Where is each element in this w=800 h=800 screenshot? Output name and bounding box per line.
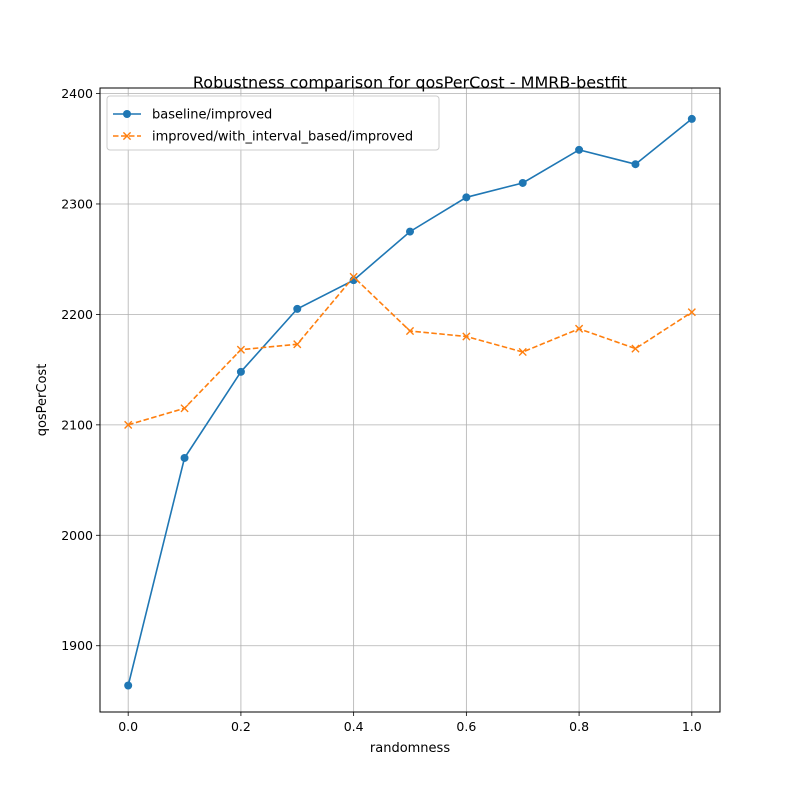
- x-tick-label: 0.4: [344, 719, 364, 734]
- x-axis-label: randomness: [370, 741, 450, 756]
- data-point: [180, 404, 189, 413]
- data-point: [518, 178, 527, 187]
- data-point: [687, 114, 696, 123]
- y-tick-label: 2000: [61, 528, 93, 543]
- data-point: [574, 324, 584, 333]
- chart-title: Robustness comparison for qosPerCost - M…: [193, 73, 627, 92]
- data-point: [180, 453, 189, 462]
- y-tick-label: 1900: [61, 638, 93, 653]
- axis-ticks: 0.0 0.2 0.4 0.6 0.8 1.0 1900 2000 2100 2200 2300 24…: [61, 86, 702, 734]
- x-tick-label: 0.0: [118, 719, 138, 734]
- x-tick-label: 0.8: [569, 719, 589, 734]
- y-tick-label: 2100: [61, 417, 93, 432]
- data-point: [631, 160, 640, 169]
- data-point: [462, 332, 471, 341]
- data-point: [236, 345, 246, 354]
- grid-lines: [100, 88, 720, 712]
- series-2: [124, 272, 696, 429]
- data-point: [575, 145, 584, 154]
- legend-label: baseline/improved: [152, 108, 272, 123]
- data-point: [518, 347, 527, 357]
- data-point: [124, 420, 133, 429]
- data-point: [405, 326, 415, 336]
- x-tick-label: 1.0: [682, 719, 702, 734]
- data-point: [631, 344, 640, 353]
- legend-marker: [122, 131, 132, 141]
- y-tick-label: 2300: [61, 196, 93, 211]
- legend-marker: [123, 110, 131, 118]
- x-tick-label: 0.2: [231, 719, 251, 734]
- series-1: [124, 114, 696, 690]
- data-point: [462, 193, 471, 202]
- data-point: [349, 272, 358, 281]
- series-line: [127, 275, 693, 426]
- data-point: [124, 681, 133, 690]
- y-tick-label: 2400: [61, 86, 93, 101]
- plot-frame: [99, 87, 721, 713]
- legend-label: improved/with_interval_based/improved: [152, 130, 413, 145]
- data-point: [406, 227, 414, 236]
- x-tick-label: 0.6: [456, 719, 476, 734]
- data-point: [293, 340, 302, 349]
- y-axis-label: qosPerCost: [35, 364, 50, 437]
- data-point: [293, 304, 302, 313]
- data-point: [687, 308, 696, 317]
- legend-box: [106, 95, 440, 151]
- legend: baseline/improved improved/with_interval_…: [106, 95, 440, 151]
- data-point: [236, 367, 245, 376]
- series-layer: [124, 114, 696, 690]
- y-tick-label: 2200: [61, 307, 93, 322]
